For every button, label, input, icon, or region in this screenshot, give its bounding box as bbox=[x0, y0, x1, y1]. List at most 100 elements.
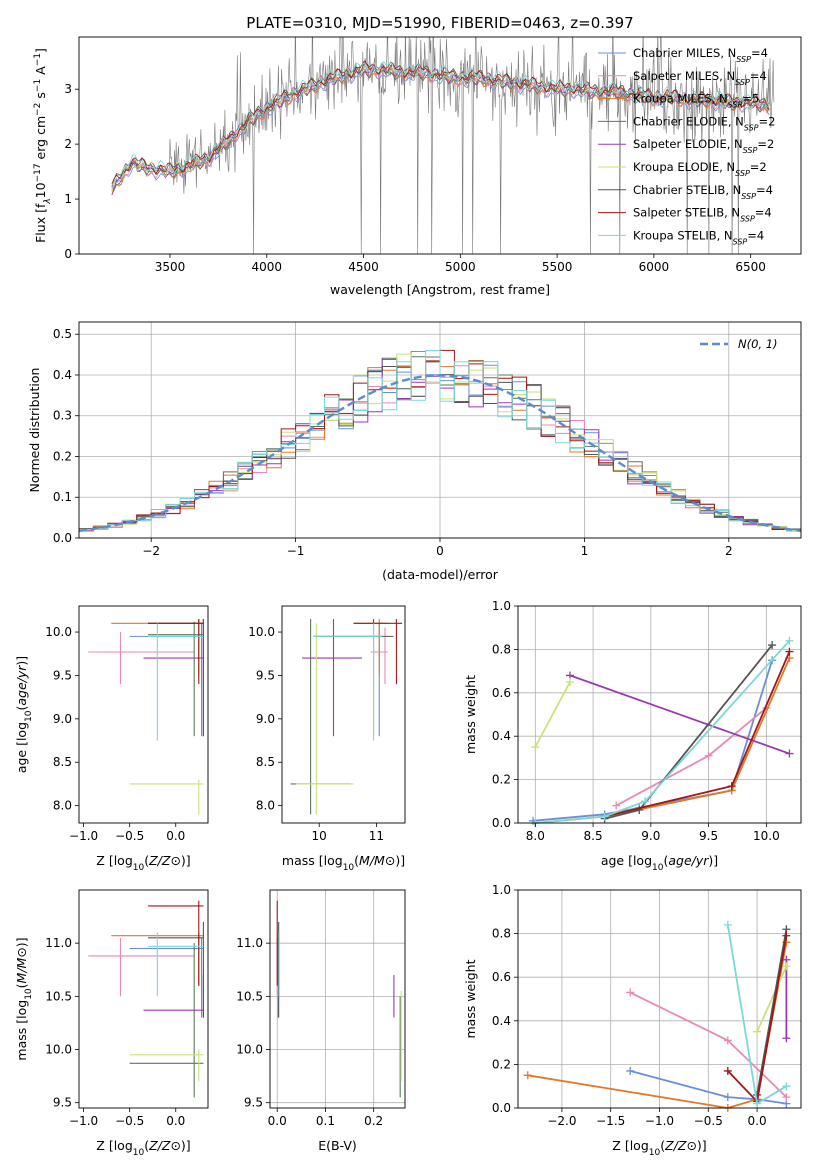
legend-label-3: Kroupa MILES, NSSP=5 bbox=[633, 92, 759, 110]
x-tick-label: 4000 bbox=[251, 260, 282, 274]
mass-vs-ebv-panel: 0.0 0.1 0.2 9.5 10.0 10.5 11.0 E(B-V) bbox=[236, 889, 406, 1153]
y-tick-label: 0.4 bbox=[53, 368, 72, 382]
weight-vs-Z-panel: −2.0 −1.5 −1.0 −0.5 0.0 0.0 0.2 0.4 0.6 0.8 1.0 Z [… bbox=[463, 883, 802, 1158]
axes-frame bbox=[78, 605, 209, 824]
weight-series-7 bbox=[604, 651, 791, 818]
spectrum-plot bbox=[111, 37, 775, 254]
y-tick-label: 9.5 bbox=[256, 668, 275, 682]
weight-marker bbox=[523, 1071, 532, 1080]
x-axis-label: wavelength [Angstrom, rest frame] bbox=[330, 282, 550, 297]
weight-marker bbox=[782, 1082, 791, 1091]
x-tick-label: 0 bbox=[436, 544, 444, 558]
axes-frame bbox=[269, 889, 406, 1109]
weight-series-6 bbox=[604, 644, 773, 820]
legend: Chabrier MILES, NSSP=4 Salpeter MILES, NS… bbox=[598, 46, 775, 246]
y-tick-label: 0.2 bbox=[53, 449, 72, 463]
x-tick-label: 6500 bbox=[735, 260, 766, 274]
x-tick-label: 0.0 bbox=[748, 1114, 767, 1128]
x-tick-label: 10.0 bbox=[753, 829, 780, 843]
legend-label-6: Kroupa ELODIE, NSSP=2 bbox=[633, 160, 767, 178]
weight-marker bbox=[753, 1099, 762, 1108]
x-tick-label: 9.0 bbox=[641, 829, 660, 843]
model-spectrum-6 bbox=[111, 62, 770, 192]
y-tick-label: 0.8 bbox=[492, 642, 511, 656]
x-tick-label: −1 bbox=[287, 544, 305, 558]
weight-series-1 bbox=[629, 1070, 787, 1105]
y-axis-label: mass weight bbox=[463, 675, 478, 754]
weight-marker bbox=[704, 751, 713, 760]
weight-marker bbox=[641, 797, 650, 806]
legend-label-2: Salpeter MILES, NSSP=4 bbox=[633, 69, 767, 87]
y-tick-label: 8.5 bbox=[256, 755, 275, 769]
x-tick-label: −1.0 bbox=[645, 1114, 674, 1128]
residuals-panel: −2 −1 0 1 2 0.0 0.1 0.2 0.3 0.4 0.5 (data-model)/er… bbox=[27, 321, 802, 582]
age-vs-Z-points bbox=[88, 619, 204, 815]
weight-series-5 bbox=[534, 681, 571, 748]
y-tick-label: 2 bbox=[64, 137, 72, 151]
weight-marker bbox=[612, 801, 621, 810]
weight-marker bbox=[626, 988, 635, 997]
axes-frame bbox=[517, 605, 802, 824]
mass-vs-Z-panel: −1.0 −0.5 0.0 9.5 10.0 10.5 11.0 Z [log10(Z/Z⊙)… bbox=[14, 889, 209, 1158]
weight-marker bbox=[785, 636, 794, 645]
x-tick-label: −1.0 bbox=[69, 829, 98, 843]
x-tick-label: −2 bbox=[142, 544, 160, 558]
model-spectrum-7 bbox=[111, 61, 770, 187]
x-tick-label: −0.5 bbox=[115, 1114, 144, 1128]
weight-marker bbox=[768, 641, 777, 650]
weight-marker bbox=[723, 1066, 732, 1075]
weight-marker bbox=[782, 962, 791, 971]
weight-series-8 bbox=[535, 640, 791, 824]
y-tick-label: 8.0 bbox=[53, 799, 72, 813]
residuals-plot bbox=[79, 349, 801, 534]
x-tick-label: 5500 bbox=[542, 260, 573, 274]
x-axis-label: (data-model)/error bbox=[382, 567, 499, 582]
x-tick-label: 0.0 bbox=[268, 1114, 287, 1128]
y-tick-label: 10.5 bbox=[45, 989, 72, 1003]
y-tick-label: 0.0 bbox=[492, 1101, 511, 1115]
x-axis-label: Z [log10(Z/Z⊙)] bbox=[96, 1138, 190, 1158]
x-tick-label: 0.0 bbox=[166, 829, 185, 843]
y-tick-label: 0 bbox=[64, 247, 72, 261]
y-tick-label: 10.0 bbox=[45, 625, 72, 639]
x-tick-label: 8.0 bbox=[526, 829, 545, 843]
weight-marker bbox=[782, 1034, 791, 1043]
x-axis-label: Z [log10(Z/Z⊙)] bbox=[612, 1138, 706, 1158]
x-tick-label: −2.0 bbox=[547, 1114, 576, 1128]
x-tick-label: 0.2 bbox=[364, 1114, 383, 1128]
y-tick-label: 0.4 bbox=[492, 1014, 511, 1028]
x-tick-label: −1.0 bbox=[69, 1114, 98, 1128]
mass-vs-Z-points bbox=[88, 900, 204, 1098]
y-tick-label: 0.1 bbox=[53, 490, 72, 504]
weight-series-4 bbox=[569, 674, 790, 755]
x-tick-label: 1 bbox=[581, 544, 589, 558]
y-tick-label: 0.2 bbox=[492, 773, 511, 787]
x-tick-label: 3500 bbox=[155, 260, 186, 274]
x-tick-label: 6000 bbox=[639, 260, 670, 274]
weight-series-5 bbox=[756, 965, 788, 1033]
age-vs-Z-panel: −1.0 −0.5 0.0 8.0 8.5 9.0 9.5 10.0 Z [log10(Z/Z⊙… bbox=[14, 605, 209, 873]
axes-frame bbox=[78, 36, 802, 255]
weight-marker bbox=[626, 1066, 635, 1075]
x-axis-label: age [log10(age/yr)] bbox=[601, 853, 718, 873]
weight-marker bbox=[753, 1027, 762, 1036]
y-tick-label: 0.0 bbox=[492, 816, 511, 830]
y-tick-label: 9.5 bbox=[244, 1096, 263, 1110]
weight-marker bbox=[785, 647, 794, 656]
axes-frame bbox=[78, 889, 209, 1109]
weight-marker bbox=[723, 1036, 732, 1045]
weight-series-3 bbox=[527, 942, 788, 1109]
model-spectrum-8 bbox=[111, 60, 770, 185]
y-axis-label: age [log10(age/yr)] bbox=[14, 656, 34, 773]
data-spectrum bbox=[111, 37, 775, 254]
legend-label-5: Salpeter ELODIE, NSSP=2 bbox=[633, 137, 774, 155]
chart-title: PLATE=0310, MJD=51990, FIBERID=0463, z=0… bbox=[246, 14, 633, 32]
weight-marker bbox=[782, 931, 791, 940]
y-axis-label: mass weight bbox=[463, 959, 478, 1038]
spectrum-panel: 3500 4000 4500 5000 5500 6000 6500 0 1 2 3 PLATE=03… bbox=[33, 14, 802, 297]
x-tick-label: 10 bbox=[312, 829, 327, 843]
axes-frame bbox=[281, 605, 406, 824]
y-tick-label: 10.5 bbox=[236, 989, 263, 1003]
legend-label-7: Chabrier STELIB, NSSP=4 bbox=[633, 183, 773, 201]
x-tick-label: 4500 bbox=[348, 260, 379, 274]
